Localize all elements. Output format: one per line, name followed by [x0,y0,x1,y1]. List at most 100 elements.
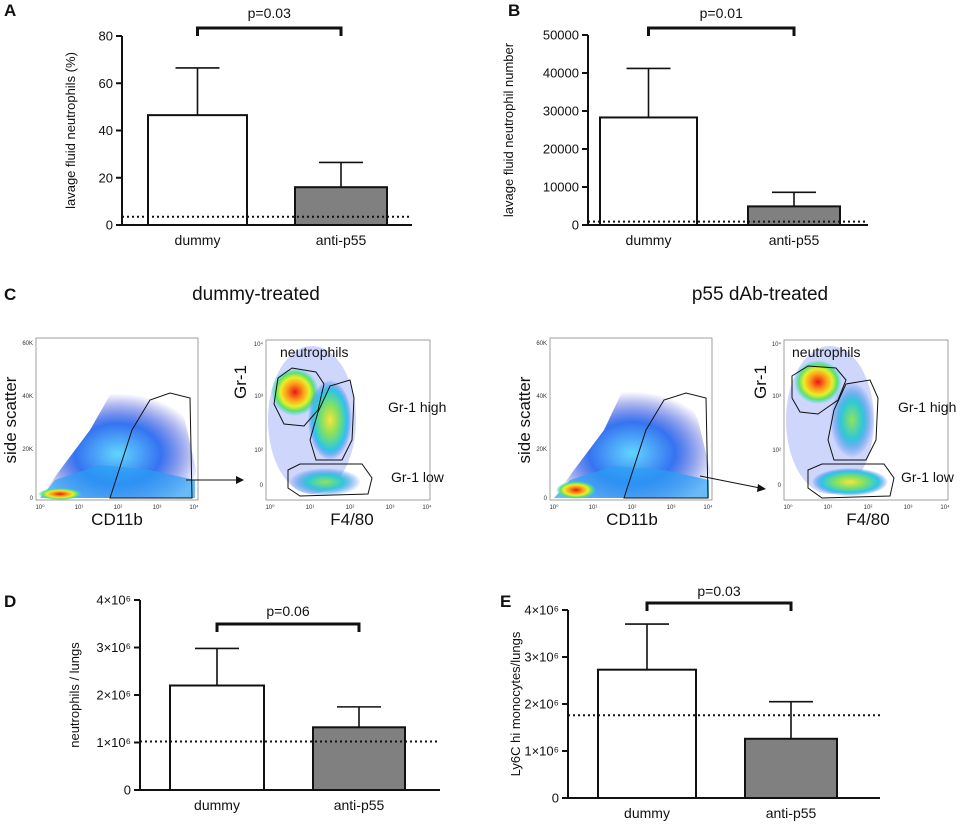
cd11b-tick: 10¹ [75,505,84,511]
ssc-tick: 60K [22,341,33,347]
y-tick-label: 4×10⁶ [96,593,131,608]
gr1-tick: 10⁴ [254,341,264,348]
f480-tick: 10¹ [824,505,833,511]
flow-title-p55: p55 dAb-treated [692,284,828,305]
y-tick-label: 0 [552,791,559,806]
p-value-label: p=0.03 [697,583,740,599]
gr1-ylabel: Gr-1 [751,365,770,399]
gr1-xlabel: F4/80 [846,510,889,529]
category-label: anti-p55 [766,805,817,821]
bar [169,684,265,791]
gate-arrow [186,476,244,484]
gate-label-gr1-low: Gr-1 low [391,469,445,485]
cd11b-tick: 10² [628,505,637,511]
y-tick-label: 40000 [543,66,579,81]
y-axis-label: neutrophils / lungs [67,642,82,748]
panel-letter: A [4,1,16,20]
y-axis-label: Ly6C hi monocytes/lungs [508,631,523,776]
f480-tick: 10¹ [306,505,315,511]
significance-bracket [645,601,793,611]
gr1-high-gate [827,379,879,461]
bar [147,114,248,226]
category-label: anti-p55 [334,797,385,813]
y-tick-label: 2×10⁶ [524,697,559,712]
y-tick-label: 1×10⁶ [524,744,559,759]
scatter-base-band [40,465,195,498]
f480-tick: 10⁰ [783,504,793,511]
ssc-tick: 0 [544,496,548,502]
category-label: dummy [626,232,672,248]
flow-title-dummy: dummy-treated [192,284,320,305]
bar [294,186,388,226]
cd11b-tick: 10³ [667,505,676,511]
y-tick-label: 40 [99,123,113,138]
scatter-xlabel: CD11b [91,510,143,529]
gr1-plot-p55: Gr-1 F4/80 neutrophils Gr-1 high Gr-1 lo… [751,339,956,529]
flow-group-dummy: dummy-treated side scatter CD11b 60K 40K… [1,284,446,529]
gr1-high-cluster [308,380,352,460]
y-tick-label: 80 [99,29,113,44]
gate-label-gr1-high: Gr-1 high [388,399,446,415]
scatter-ylabel: side scatter [1,376,20,463]
f480-tick: 10² [864,505,873,511]
gr1-plot-dummy: Gr-1 F4/80 neutrophils Gr-1 high Gr-1 lo… [231,339,446,529]
y-axis-label: lavage fluid neutrophil number [501,42,516,217]
gate-label-neutrophils: neutrophils [792,344,861,360]
scatter-hotspot [556,481,596,499]
neutrophil-cluster [271,368,319,416]
category-label: anti-p55 [769,232,820,248]
significance-bracket [647,26,796,36]
cd11b-tick: 10² [114,505,123,511]
bar [597,668,697,799]
cd11b-tick: 10⁰ [549,504,559,511]
f480-tick: 10⁴ [422,504,432,511]
neutrophil-gate [273,367,325,427]
scatter-cloud [554,386,710,498]
cd11b-tick: 10³ [153,505,162,511]
f480-tick: 10³ [904,505,913,511]
f480-tick: 10⁴ [940,504,950,511]
ssc-tick: 0 [30,496,34,502]
significance-bracket [196,26,343,36]
gr1-tick: 10³ [254,394,263,400]
y-tick-label: 4×10⁶ [524,603,559,618]
f480-tick: 10² [346,505,355,511]
y-tick-label: 50000 [543,28,579,43]
cd11b-tick: 10⁴ [703,504,713,511]
chart-panel-d: D 0 1×10⁶ 2×10⁶ 3×10⁶ 4×10⁶ neutrophils / lung… [4,592,440,813]
cd11b-gate [623,392,709,499]
scatter-xlabel: CD11b [606,510,658,529]
y-tick-label: 20 [99,170,113,185]
gr1-tick: 10² [772,448,781,454]
neutrophil-cluster [794,360,842,404]
gr1-tick: 0 [778,483,782,489]
category-label: dummy [194,797,240,813]
f480-tick: 10³ [386,505,395,511]
y-tick-label: 0 [572,218,579,233]
p-value-label: p=0.06 [266,603,309,619]
cd11b-tick: 10¹ [589,505,598,511]
y-tick-label: 3×10⁶ [96,640,131,655]
gr1-low-gate [287,463,373,497]
gate-label-gr1-high: Gr-1 high [898,399,956,415]
scatter-plot-dummy: side scatter CD11b 60K 40K 20K 0 10⁰ 10¹… [1,337,199,529]
p-value-label: p=0.03 [248,5,291,21]
bar [312,726,406,791]
f480-tick: 10⁰ [265,504,275,511]
neutrophil-gate [791,365,847,415]
scatter-hotspot [38,488,82,500]
gr1-low-cluster [289,468,361,496]
bar [599,116,698,226]
gr1-tick: 10⁴ [772,341,782,348]
panel-letter: D [4,592,16,611]
cd11b-tick: 10⁴ [189,504,199,511]
ssc-tick: 40K [536,394,547,400]
y-tick-label: 30000 [543,104,579,119]
ssc-tick: 60K [536,341,547,347]
y-tick-label: 2×10⁶ [96,688,131,703]
y-tick-label: 10000 [543,180,579,195]
gate-label-neutrophils: neutrophils [280,344,349,360]
flow-panel-c: C dummy-treated side scatter CD11b 60K 4… [1,284,956,529]
category-label: dummy [175,232,221,248]
